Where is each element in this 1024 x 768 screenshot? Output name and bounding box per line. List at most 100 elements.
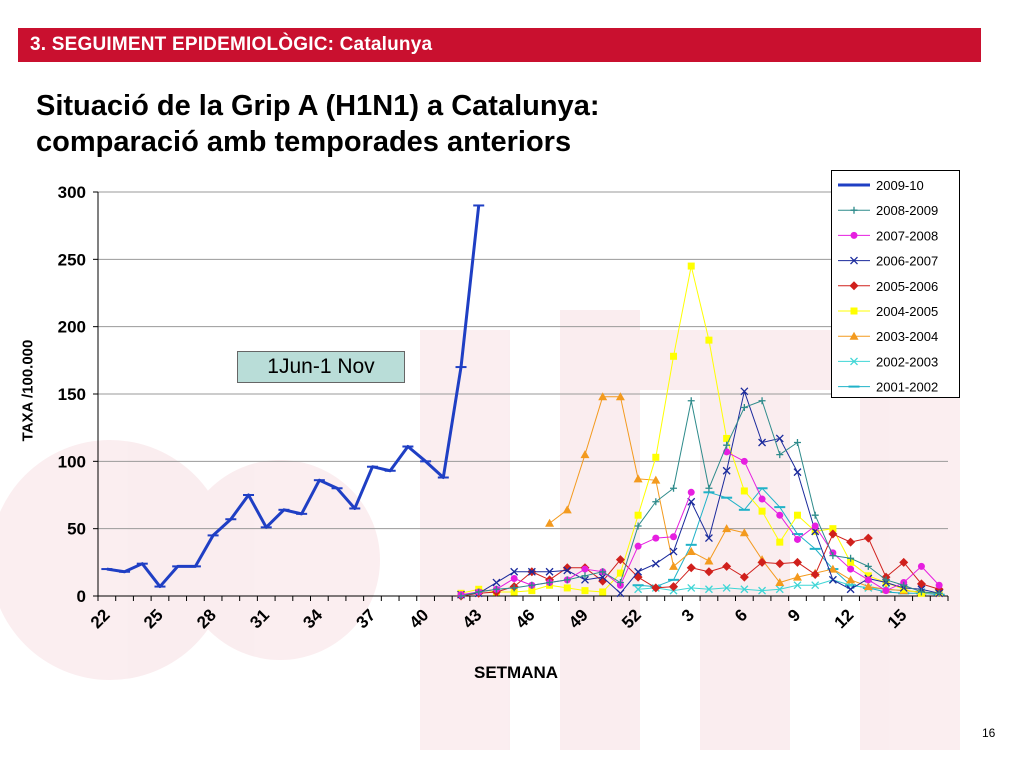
series-2004-2005-point bbox=[847, 558, 855, 566]
series-2002-2003-point bbox=[740, 585, 749, 594]
series-2005-2006-point bbox=[899, 557, 909, 567]
series-2009-10-line bbox=[106, 205, 481, 589]
series-2002-2003-point bbox=[687, 583, 696, 592]
series-2008-2009-point bbox=[670, 484, 678, 492]
series-2008-2009-point bbox=[616, 579, 624, 587]
x-tick-label: 22 bbox=[87, 605, 114, 632]
series-2008-2009-point bbox=[528, 581, 536, 589]
slide-title: Situació de la Grip A (H1N1) a Catalunya… bbox=[36, 88, 736, 160]
series-2002-2003-point bbox=[758, 586, 767, 595]
series-2007-2008-point bbox=[510, 574, 518, 582]
slide-title-line-1: Situació de la Grip A (H1N1) a Catalunya… bbox=[36, 90, 600, 122]
series-2008-2009-line bbox=[460, 400, 940, 597]
series-2003-2004-point bbox=[704, 556, 714, 565]
series-2006-2007-point bbox=[510, 567, 519, 576]
section-header-bar: 3. SEGUIMENT EPIDEMIOLÒGIC: Catalunya bbox=[18, 28, 981, 62]
series-2002-2003-point bbox=[722, 583, 731, 592]
series-2008-2009-point bbox=[599, 568, 607, 576]
series-2006-2007-point bbox=[722, 466, 731, 475]
series-2008-2009-point bbox=[581, 572, 589, 580]
series-2002-2003-point bbox=[811, 581, 820, 590]
series-2005-2006-point bbox=[863, 533, 873, 543]
legend-entry-2002-2003: 2002-2003 bbox=[838, 354, 938, 369]
legend-entry-2009-10-label: 2009-10 bbox=[876, 178, 924, 193]
x-tick-label: 9 bbox=[784, 605, 804, 625]
series-2005-2006-point bbox=[792, 557, 802, 567]
series-2001-2002 bbox=[632, 487, 945, 596]
series-2006-2007-point bbox=[598, 573, 607, 582]
series-2005-2006-point bbox=[704, 567, 714, 577]
series-2007-2008-point bbox=[758, 495, 766, 503]
series-2007-2008-point bbox=[864, 576, 872, 584]
series-2008-2009-point bbox=[917, 588, 925, 596]
legend-entry-2003-2004: 2003-2004 bbox=[838, 329, 938, 344]
series-2002-2003-point bbox=[634, 585, 643, 594]
series-2003-2004-point bbox=[615, 392, 625, 401]
series-2004-2005-point bbox=[510, 588, 518, 596]
series-2008-2009-point bbox=[758, 397, 766, 405]
y-tick-label: 50 bbox=[67, 520, 86, 539]
series-2003-2004-point bbox=[562, 505, 572, 514]
legend-entry-2005-2006-marker bbox=[849, 281, 859, 291]
legend-entry-2006-2007-label: 2006-2007 bbox=[876, 254, 938, 269]
series-2003-2004-point bbox=[580, 450, 590, 459]
x-tick-label: 25 bbox=[140, 605, 167, 632]
series-2008-2009-point bbox=[864, 562, 872, 570]
page-number: 16 bbox=[982, 726, 996, 740]
y-tick-label: 200 bbox=[58, 318, 86, 337]
series-2006-2007-point bbox=[563, 566, 572, 575]
series-2005-2006-point bbox=[651, 583, 661, 593]
series-2004-2005-point bbox=[616, 569, 624, 577]
series-2004-2005-point bbox=[634, 511, 642, 519]
series-2003-2004-point bbox=[792, 572, 802, 581]
x-tick-label: 49 bbox=[565, 605, 592, 632]
x-tick-label: 43 bbox=[459, 605, 486, 632]
series-2004-2005-point bbox=[705, 336, 713, 344]
legend-entry-2002-2003-marker bbox=[850, 357, 858, 366]
series-2004-2005-point bbox=[563, 584, 571, 592]
series-2008-2009-point bbox=[847, 554, 855, 562]
series-2008-2009 bbox=[457, 397, 943, 600]
x-tick-label: 3 bbox=[678, 605, 698, 625]
series-2003-2004-point bbox=[863, 582, 873, 591]
series-2007-2008-point bbox=[581, 565, 589, 573]
series-2007-2008-point bbox=[882, 587, 890, 595]
legend-entry-2004-2005: 2004-2005 bbox=[838, 304, 938, 319]
series-2004-2005-point bbox=[829, 525, 837, 533]
series-2007-2008-point bbox=[652, 534, 660, 542]
series-2004-2005-point bbox=[740, 487, 748, 495]
series-2006-2007-line bbox=[460, 390, 940, 596]
series-2008-2009-point bbox=[882, 576, 890, 584]
series-2008-2009-point bbox=[510, 584, 518, 592]
series-2004-2005-point bbox=[776, 538, 784, 546]
legend-entry-2003-2004-marker bbox=[849, 331, 859, 340]
series-2004-2005-point bbox=[900, 585, 908, 593]
x-tick-label: 28 bbox=[193, 605, 220, 632]
series-2008-2009-point bbox=[935, 589, 943, 597]
legend-entry-2007-2008-marker bbox=[850, 231, 858, 239]
series-2004-2005-point bbox=[723, 434, 731, 442]
series-2005-2006-point bbox=[846, 537, 856, 547]
legend-entry-2003-2004-label: 2003-2004 bbox=[876, 329, 938, 344]
series-2007-2008-point bbox=[670, 533, 678, 541]
series-2004-2005-point bbox=[528, 587, 536, 595]
series-2003-2004-point bbox=[545, 518, 555, 527]
series-2005-2006-point bbox=[615, 555, 625, 565]
series-2008-2009-point bbox=[634, 522, 642, 530]
legend-entry-2009-10: 2009-10 bbox=[838, 178, 924, 193]
legend-entry-2008-2009-label: 2008-2009 bbox=[876, 203, 938, 218]
series-2008-2009-point bbox=[811, 511, 819, 519]
legend-entry-2004-2005-marker bbox=[850, 307, 858, 315]
series-2006-2007-point bbox=[634, 567, 643, 576]
series-2002-2003-point bbox=[793, 581, 802, 590]
chart-legend: 2009-10 2008-2009 2007-2008 2006-2007 2005-2… bbox=[831, 170, 960, 398]
series-2005-2006-point bbox=[757, 557, 767, 567]
series-2003-2004-point bbox=[739, 528, 749, 537]
x-tick-label: 12 bbox=[831, 605, 858, 632]
series-2003-2004-point bbox=[775, 578, 785, 587]
series-2005-2006-point bbox=[775, 559, 785, 569]
series-2004-2005-point bbox=[864, 572, 872, 580]
legend-entry-2001-2002: 2001-2002 bbox=[838, 380, 938, 395]
